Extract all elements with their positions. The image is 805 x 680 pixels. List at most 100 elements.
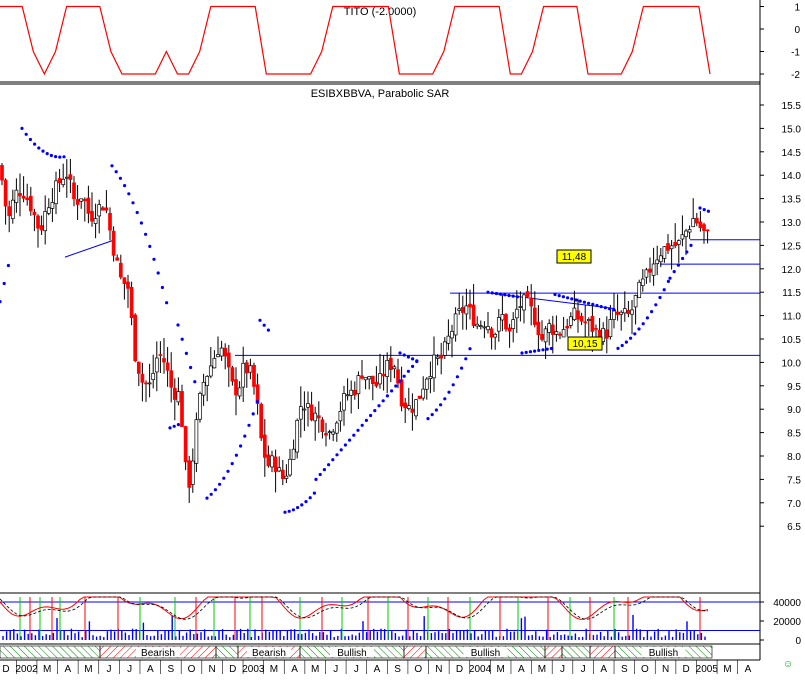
candle-up xyxy=(619,311,624,315)
candle-up xyxy=(406,405,411,409)
candle-down xyxy=(136,361,141,374)
sar-dot xyxy=(520,351,524,355)
sar-dot xyxy=(312,491,316,495)
candle-up xyxy=(478,325,483,327)
sar-dot xyxy=(658,295,662,300)
phase-label-bg xyxy=(330,647,374,657)
sar-dot xyxy=(135,210,139,215)
candle-down xyxy=(25,197,30,201)
phase-label-bg xyxy=(136,647,180,657)
candle-down xyxy=(626,310,631,314)
candle-up xyxy=(64,176,69,179)
phase-label: Bearish xyxy=(252,648,286,659)
sar-dot xyxy=(406,355,410,359)
candle-down xyxy=(180,391,184,427)
x-axis-label: N xyxy=(208,664,215,675)
sar-dot xyxy=(335,453,339,457)
sar-dot xyxy=(549,346,554,351)
x-axis-label: J xyxy=(127,664,132,675)
candle-down xyxy=(230,367,235,382)
x-axis-label: 2003 xyxy=(242,664,265,675)
bear-phase-span xyxy=(544,645,563,659)
x-axis-label: A xyxy=(374,664,381,675)
sar-dot xyxy=(37,146,41,150)
phase-label-bg xyxy=(641,647,686,657)
candle-down xyxy=(576,310,580,320)
candle-up xyxy=(10,199,15,220)
sar-dot xyxy=(6,263,10,268)
candle-up xyxy=(453,313,458,336)
x-axis-label: A xyxy=(600,664,607,675)
sar-dot xyxy=(557,294,561,298)
sar-dot xyxy=(426,417,430,421)
price-tick-label: 7.5 xyxy=(787,475,801,486)
candle-up xyxy=(270,455,274,468)
sar-dot xyxy=(411,364,415,368)
sar-dot xyxy=(62,155,66,159)
trend-line-1 xyxy=(64,240,113,258)
candle-down xyxy=(158,354,163,356)
sar-dot xyxy=(537,348,541,352)
oscillator-line xyxy=(0,596,709,620)
candle-up xyxy=(302,408,307,411)
sar-dot xyxy=(629,336,633,340)
price-tick-label: 14.0 xyxy=(782,171,802,182)
sar-dot xyxy=(490,291,494,295)
candle-up xyxy=(496,317,501,332)
candle-up xyxy=(277,467,282,472)
candle-down xyxy=(75,199,80,205)
candle-down xyxy=(187,460,192,488)
candle-up xyxy=(601,328,606,342)
candle-up xyxy=(547,323,552,333)
volume-indicator xyxy=(0,596,760,640)
candle-down xyxy=(507,327,512,332)
candle-up xyxy=(522,294,526,311)
sar-dot xyxy=(411,357,415,361)
candle-down xyxy=(504,314,508,330)
tito-tick-label: -2 xyxy=(791,70,800,81)
candle-up xyxy=(442,341,447,356)
x-axis-label: M xyxy=(311,664,319,675)
volume-y-axis: 40000 20000 0 xyxy=(760,598,801,647)
status-icon[interactable]: ☺ xyxy=(783,659,793,670)
candle-down xyxy=(399,379,404,407)
candle-up xyxy=(194,419,199,464)
candle-up xyxy=(248,365,253,373)
candle-down xyxy=(702,224,706,231)
candle-up xyxy=(378,373,382,385)
sar-dot xyxy=(41,149,45,153)
sar-dot xyxy=(127,192,131,196)
tito-tick-label: 0 xyxy=(794,25,800,36)
sar-dot xyxy=(511,294,515,298)
x-axis-label: D xyxy=(683,664,690,675)
candle-down xyxy=(417,395,422,399)
sar-dot xyxy=(434,408,438,412)
parabolic-sar-series xyxy=(0,126,711,514)
sar-dot xyxy=(45,152,49,156)
candle-up xyxy=(651,263,656,276)
sar-dot xyxy=(251,412,255,416)
sar-dot xyxy=(139,221,143,225)
sar-dot xyxy=(255,400,259,404)
x-axis-label: O xyxy=(414,664,422,675)
candle-down xyxy=(579,315,584,322)
candle-down xyxy=(262,434,267,458)
sar-dot xyxy=(553,292,557,297)
annotation-box-resistance xyxy=(556,249,592,264)
price-tick-label: 11.5 xyxy=(782,288,801,299)
sar-dot xyxy=(331,458,335,462)
sar-dot xyxy=(641,322,645,326)
price-tick-label: 15.5 xyxy=(782,101,802,112)
candle-up xyxy=(205,376,210,386)
candle-up xyxy=(662,246,667,259)
sar-dot xyxy=(193,380,197,384)
candle-up xyxy=(655,259,660,265)
sar-dot xyxy=(156,271,160,275)
sar-dot xyxy=(507,293,511,298)
candle-up xyxy=(464,305,469,315)
sar-dot xyxy=(180,337,184,341)
sar-dot xyxy=(528,350,533,354)
candle-up xyxy=(201,381,206,396)
candle-up xyxy=(288,458,292,476)
x-axis-label: M xyxy=(84,664,92,675)
